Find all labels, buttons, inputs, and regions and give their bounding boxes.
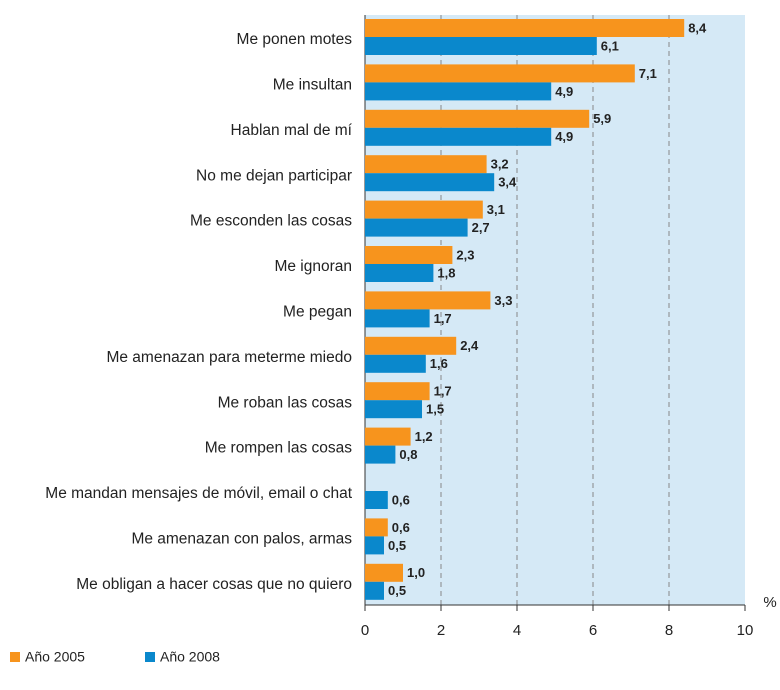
x-axis-label: % — [763, 594, 776, 611]
bar — [365, 336, 457, 355]
category-label: Me ignoran — [274, 258, 352, 275]
legend-swatch — [145, 652, 155, 662]
value-label: 0,6 — [392, 520, 410, 535]
value-label: 6,1 — [601, 38, 619, 53]
value-label: 4,9 — [555, 84, 573, 99]
value-label: 3,3 — [494, 293, 512, 308]
category-label: Me obligan a hacer cosas que no quiero — [76, 576, 352, 593]
value-label: 2,3 — [456, 247, 474, 262]
value-label: 2,4 — [460, 338, 479, 353]
value-label: 1,0 — [407, 565, 425, 580]
category-label: Me esconden las cosas — [190, 213, 352, 230]
bar — [365, 82, 552, 101]
value-label: 3,2 — [491, 157, 509, 172]
category-label: Hablan mal de mí — [231, 122, 353, 139]
bar — [365, 427, 411, 446]
bar — [365, 173, 495, 192]
bar — [365, 518, 388, 537]
category-label: Me amenazan para meterme miedo — [106, 349, 352, 366]
category-label: Me roban las cosas — [218, 394, 353, 411]
value-label: 1,6 — [430, 356, 448, 371]
legend-label: Año 2008 — [160, 649, 220, 665]
value-label: 0,5 — [388, 583, 406, 598]
value-label: 1,5 — [426, 402, 444, 417]
value-label: 1,2 — [415, 429, 433, 444]
bar — [365, 264, 434, 282]
bar — [365, 218, 468, 237]
legend-label: Año 2005 — [25, 649, 85, 665]
bar — [365, 64, 635, 83]
bar — [365, 291, 491, 310]
category-label: Me amenazan con palos, armas — [131, 530, 352, 547]
value-label: 7,1 — [639, 66, 657, 81]
x-tick-label: 8 — [665, 622, 673, 639]
bar — [365, 581, 384, 600]
value-label: 1,8 — [437, 265, 455, 280]
bar — [365, 354, 426, 373]
x-tick-label: 2 — [437, 622, 445, 639]
legend-swatch — [10, 652, 20, 662]
x-tick-label: 6 — [589, 622, 597, 639]
bar — [365, 200, 483, 219]
value-label: 4,9 — [555, 129, 573, 144]
x-tick-label: 4 — [513, 622, 521, 639]
value-label: 3,4 — [498, 175, 517, 190]
category-label: Me pegan — [283, 303, 352, 320]
bar — [365, 445, 396, 464]
bar — [365, 491, 388, 509]
bar — [365, 563, 403, 582]
category-label: Me rompen las cosas — [205, 440, 353, 457]
category-label: Me mandan mensajes de móvil, email o cha… — [45, 485, 352, 502]
bar — [365, 309, 430, 328]
category-label: Me insultan — [273, 76, 352, 93]
bar — [365, 37, 597, 55]
value-label: 8,4 — [688, 20, 707, 35]
value-label: 2,7 — [472, 220, 490, 235]
bar — [365, 19, 685, 37]
bar — [365, 109, 590, 128]
x-tick-label: 0 — [361, 622, 369, 639]
x-tick-label: 10 — [737, 622, 754, 639]
value-label: 1,7 — [434, 311, 452, 326]
value-label: 0,5 — [388, 538, 406, 553]
bar — [365, 400, 422, 419]
value-label: 0,8 — [399, 447, 417, 462]
value-label: 3,1 — [487, 202, 505, 217]
bar — [365, 246, 453, 264]
bar — [365, 127, 552, 146]
category-label: Me ponen motes — [237, 31, 353, 48]
value-label: 0,6 — [392, 492, 410, 507]
bar — [365, 536, 384, 555]
bar — [365, 382, 430, 401]
value-label: 5,9 — [593, 111, 611, 126]
category-label: No me dejan participar — [196, 167, 352, 184]
value-label: 1,7 — [434, 384, 452, 399]
bar — [365, 155, 487, 174]
